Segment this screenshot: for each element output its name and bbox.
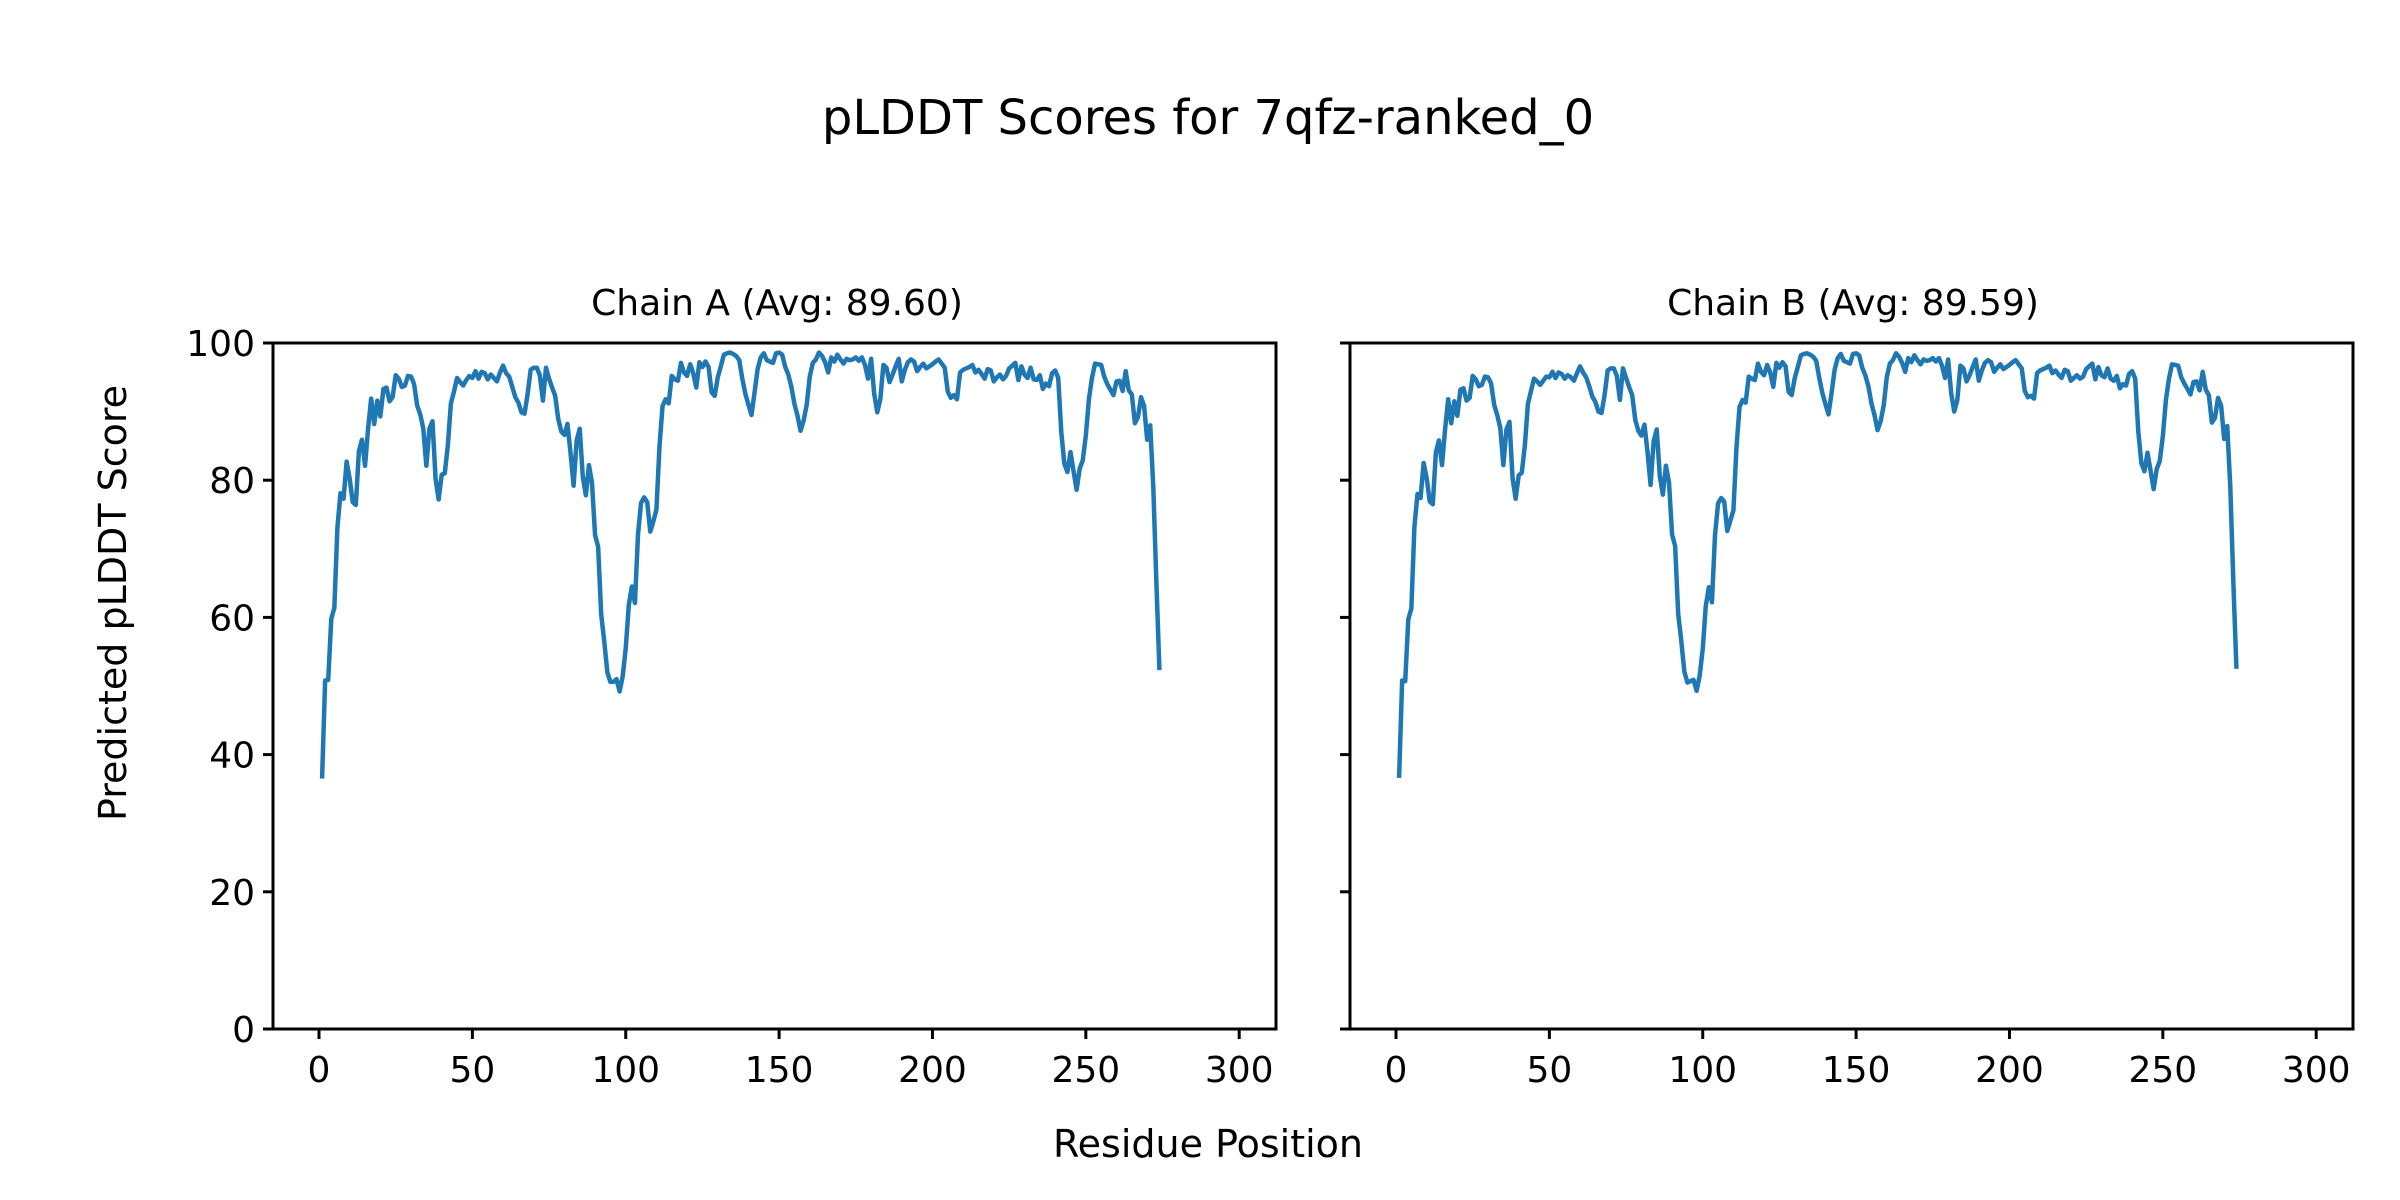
chain-b-panel: Chain B (Avg: 89.59) 0 50 100 150 200 250 300 (1340, 283, 2355, 1091)
chain-b-x-tick-label: 300 (2282, 1050, 2351, 1091)
figure-title: pLDDT Scores for 7qfz-ranked_0 (822, 90, 1594, 146)
chain-a-plddt-line (319, 350, 1162, 779)
chain-b-x-tick-label: 0 (1385, 1050, 1408, 1091)
chain-a-x-tick-label: 100 (591, 1050, 660, 1091)
chain-a-y-tick-label: 60 (209, 598, 255, 639)
chain-b-plddt-line (1396, 351, 2239, 778)
chain-a-x-tick-label: 150 (745, 1050, 814, 1091)
chain-b-x-tick-label: 150 (1822, 1050, 1891, 1091)
chain-a-y-tick-label: 80 (209, 461, 255, 502)
chain-a-x-tick-label: 200 (898, 1050, 967, 1091)
chain-a-y-tick-label: 0 (232, 1010, 255, 1051)
chain-b-title: Chain B (Avg: 89.59) (1667, 283, 2039, 324)
chain-a-title: Chain A (Avg: 89.60) (591, 283, 963, 324)
chain-a-x-tick-label: 50 (449, 1050, 495, 1091)
chain-a-panel: Chain A (Avg: 89.60) 0 50 100 150 200 250 3000… (186, 283, 1278, 1091)
chain-a-y-tick-label: 20 (209, 873, 255, 914)
chain-b-x-tick-label: 100 (1668, 1050, 1737, 1091)
chain-b-x-tick-label: 250 (2128, 1050, 2197, 1091)
chain-a-x-tick-label: 0 (308, 1050, 331, 1091)
chain-a-x-tick-label: 300 (1205, 1050, 1274, 1091)
chain-b-axes-frame (1348, 341, 2355, 1031)
shared-xlabel: Residue Position (1053, 1122, 1363, 1166)
chain-a-x-tick-label: 250 (1051, 1050, 1120, 1091)
chain-a-y-tick-label: 40 (209, 736, 255, 777)
chain-b-plot-area: 0 50 100 150 200 250 300 (1340, 341, 2355, 1091)
chain-b-x-tick-label: 50 (1526, 1050, 1572, 1091)
chain-a-y-tick-label: 100 (186, 324, 255, 365)
shared-ylabel: Predicted pLDDT Score (91, 385, 135, 821)
chain-b-x-tick-label: 200 (1975, 1050, 2044, 1091)
chain-a-axes-frame (271, 341, 1278, 1031)
chain-a-plot-area: 0 50 100 150 200 250 300 0 20 40 60 80 100 (186, 324, 1278, 1091)
